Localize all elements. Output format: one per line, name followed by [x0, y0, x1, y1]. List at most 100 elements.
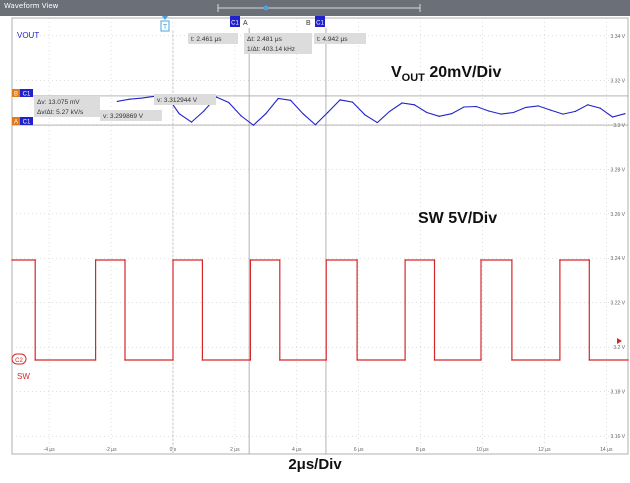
y-tick-label: 3.22 V	[611, 301, 626, 307]
window-title: Waveform View	[4, 2, 59, 10]
x-tick-label: 2 μs	[230, 447, 240, 453]
y-tick-label: 3.18 V	[611, 390, 626, 396]
y-tick-label: 3.16 V	[611, 434, 626, 440]
x-tick-labels: -4 μs -2 μs 0 s 2 μs 4 μs 6 μs 8 μs 10 μs 12 μs 1…	[44, 447, 613, 453]
vout-point	[574, 110, 576, 113]
scroll-handle[interactable]	[263, 5, 269, 11]
sw-point	[34, 259, 36, 261]
c2-offset-marker[interactable]: C2	[11, 353, 27, 365]
vout-point	[475, 105, 477, 108]
x-tick-label: 14 μs	[600, 447, 613, 453]
sw-point	[511, 259, 513, 261]
readout-t-a-text: t: 2.461 μs	[191, 36, 222, 43]
sw-point	[480, 359, 482, 361]
y-tick-label: 3.3 V	[613, 123, 625, 129]
vout-point	[190, 121, 193, 123]
vout-point	[215, 96, 217, 98]
readout-delta: Δt: 2.481 μs 1/Δt: 403.14 kHz	[244, 33, 312, 54]
ref-a-label: A	[14, 120, 18, 126]
readout-delta-v-dt: Δv/Δt: 5.27 kV/s	[37, 109, 84, 116]
sw-point	[433, 259, 436, 261]
readout-t-b: t: 4.942 μs	[314, 33, 366, 44]
vout-point	[562, 113, 564, 115]
vout-point	[116, 100, 118, 103]
time-scale-caption: 2μs/Div	[288, 456, 342, 473]
x-tick-label: 4 μs	[292, 447, 302, 453]
y-tick-label: 3.32 V	[611, 78, 626, 84]
vout-scale-annotation: VOUT 20mV/Div	[391, 64, 501, 84]
sw-point	[325, 359, 327, 361]
vout-point	[537, 105, 539, 107]
vout-point	[624, 113, 626, 115]
vout-point	[450, 113, 453, 115]
sw-point	[404, 359, 406, 361]
x-tick-label: 6 μs	[354, 447, 364, 453]
sw-point	[94, 359, 97, 361]
vout-point	[413, 104, 416, 106]
vout-point	[599, 107, 601, 109]
ref-b-label: B	[14, 92, 18, 98]
ref-marker-a[interactable]: A C1	[12, 117, 33, 126]
vout-point	[203, 110, 205, 112]
vout-channel-label: VOUT	[17, 31, 39, 40]
vout-point	[351, 101, 354, 103]
vout-point	[277, 97, 279, 100]
sw-point	[279, 359, 281, 361]
vout-point	[500, 113, 502, 115]
vout-point	[178, 113, 180, 115]
vout-point	[587, 104, 589, 106]
x-tick-label: -4 μs	[44, 447, 56, 453]
readout-delta-v: Δv: 13.075 mV Δv/Δt: 5.27 kV/s	[34, 96, 100, 117]
readout-v-a-text: v: 3.312944 V	[157, 97, 198, 104]
vout-waveform	[117, 95, 626, 126]
cursor-a-channel: C1	[231, 21, 239, 27]
sw-channel-label: SW	[17, 372, 30, 381]
horizontal-scrollbar[interactable]	[217, 4, 421, 12]
sw-point	[404, 259, 406, 261]
vout-point	[141, 97, 143, 99]
readout-v-b: v: 3.299869 V	[100, 110, 162, 121]
cursor-b-label: B	[306, 20, 311, 27]
vout-point	[339, 99, 341, 101]
cursor-b-badge[interactable]: B C1	[306, 16, 325, 27]
ref-b-channel: C1	[23, 92, 31, 98]
vout-point	[265, 113, 267, 115]
vout-point	[389, 110, 391, 113]
y-tick-labels: 3.34 V 3.32 V 3.3 V 3.28 V 3.26 V 3.24 V 3.22 …	[611, 34, 626, 440]
ref-marker-b[interactable]: B C1	[12, 89, 33, 98]
sw-point	[588, 259, 591, 261]
vout-point	[364, 114, 366, 116]
sw-point	[511, 359, 513, 361]
cursor-a-label: A	[243, 20, 248, 27]
vout-point	[252, 124, 255, 126]
vout-point	[463, 106, 465, 108]
trigger-marker[interactable]: T	[160, 16, 170, 32]
readout-delta-t: Δt: 2.481 μs	[247, 36, 283, 43]
vout-point	[129, 98, 131, 100]
vout-point	[525, 106, 527, 109]
readout-inv-delta-t: 1/Δt: 403.14 kHz	[247, 46, 295, 53]
sw-point	[11, 259, 13, 261]
sw-point	[124, 359, 126, 361]
sw-point	[201, 359, 204, 361]
y-tick-label: 3.24 V	[611, 256, 626, 262]
ref-a-channel: C1	[23, 120, 31, 126]
sw-point	[172, 259, 174, 261]
sw-point	[559, 259, 561, 261]
sw-point	[433, 359, 436, 361]
vout-point	[376, 121, 378, 124]
sw-point	[356, 259, 358, 261]
vout-point	[228, 101, 230, 104]
right-level-arrow	[617, 338, 622, 344]
cursors[interactable]	[172, 28, 327, 454]
sw-scale-annotation: SW 5V/Div	[418, 210, 497, 227]
cursor-a-badge[interactable]: C1 A	[230, 16, 248, 27]
vout-point	[512, 111, 515, 114]
sw-point	[627, 359, 629, 361]
y-tick-label: 3.26 V	[611, 212, 626, 218]
sw-point	[94, 259, 97, 261]
sw-point	[588, 359, 591, 361]
y-tick-label: 3.28 V	[611, 167, 626, 173]
vout-point	[302, 113, 304, 115]
